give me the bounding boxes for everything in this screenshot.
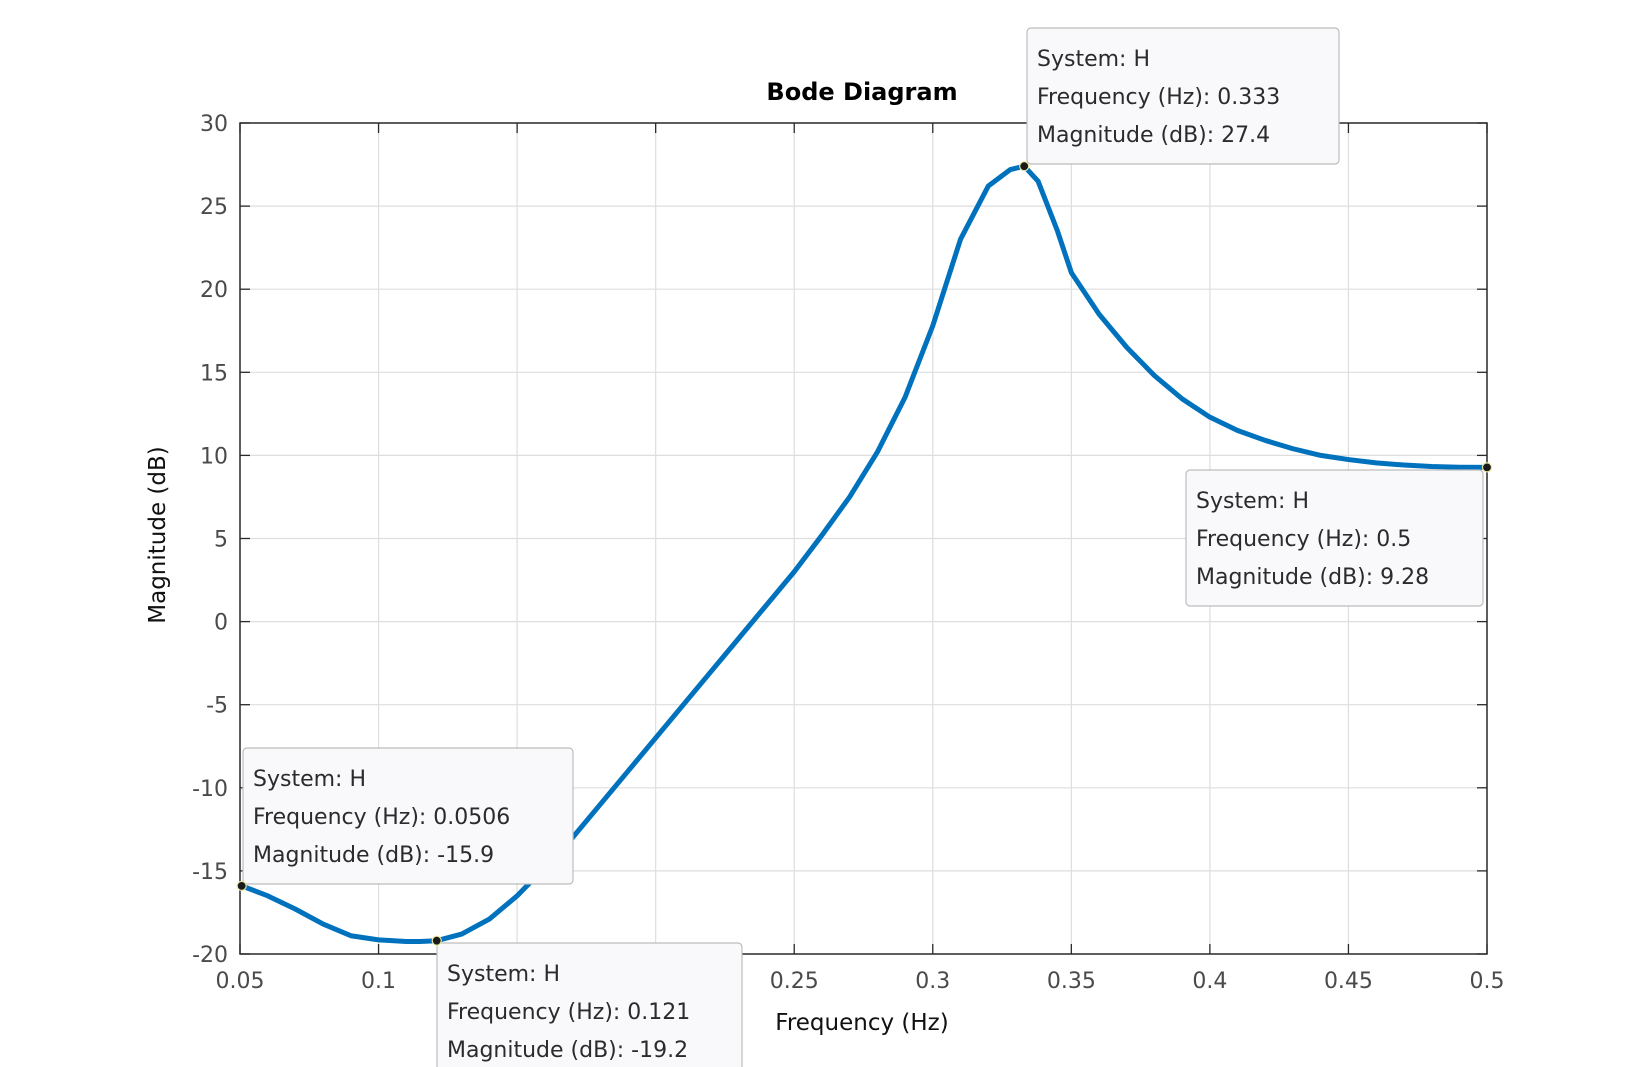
x-tick-label: 0.25 — [770, 969, 819, 994]
datatips: System: H Frequency (Hz): 0.0506 Magnitude… — [236, 27, 1493, 1067]
datatip-marker[interactable] — [1019, 161, 1030, 172]
y-tick-label: 10 — [200, 444, 228, 469]
y-tick-label: 5 — [214, 528, 228, 553]
datatip-text: Frequency (Hz): 0.0506 — [253, 805, 510, 830]
chart-title: Bode Diagram — [766, 78, 957, 106]
y-tick-label: 20 — [200, 278, 228, 303]
y-tick-label: -15 — [192, 860, 228, 885]
datatip[interactable]: System: H Frequency (Hz): 0.333 Magnitude … — [1019, 27, 1340, 172]
datatip-text: Magnitude (dB): 9.28 — [1196, 565, 1429, 590]
y-tick-label: -5 — [206, 694, 228, 719]
y-tick-label: 15 — [200, 361, 228, 386]
y-tick-label: 30 — [200, 112, 228, 137]
y-tick-label: -20 — [192, 943, 228, 968]
datatip-text: System: H — [1196, 489, 1309, 514]
datatip-text: System: H — [1037, 47, 1150, 72]
x-tick-label: 0.3 — [915, 969, 950, 994]
datatip-marker[interactable] — [236, 880, 247, 891]
datatip-text: Frequency (Hz): 0.5 — [1196, 527, 1411, 552]
datatip-marker[interactable] — [1481, 462, 1493, 473]
y-tick-label: 0 — [214, 611, 228, 636]
x-tick-label: 0.1 — [361, 969, 396, 994]
datatip[interactable]: System: H Frequency (Hz): 0.121 Magnitude … — [431, 935, 743, 1067]
datatip-box — [242, 747, 574, 885]
datatip[interactable]: System: H Frequency (Hz): 0.0506 Magnitude… — [236, 747, 574, 891]
datatip-marker[interactable] — [431, 935, 442, 946]
x-axis-label: Frequency (Hz) — [775, 1010, 948, 1036]
datatip[interactable]: System: H Frequency (Hz): 0.5 Magnitude (d… — [1185, 462, 1493, 607]
x-tick-label: 0.4 — [1192, 969, 1227, 994]
datatip-box — [436, 942, 743, 1067]
datatip-box — [1026, 27, 1340, 165]
y-tick-label: -10 — [192, 777, 228, 802]
x-tick-label: 0.45 — [1324, 969, 1373, 994]
datatip-box — [1185, 469, 1484, 607]
datatip-text: System: H — [253, 767, 366, 792]
datatip-text: Frequency (Hz): 0.121 — [447, 1000, 690, 1025]
datatip-text: Frequency (Hz): 0.333 — [1037, 85, 1280, 110]
datatip-text: Magnitude (dB): -15.9 — [253, 843, 494, 868]
y-axis-label: Magnitude (dB) — [145, 446, 171, 624]
x-tick-label: 0.05 — [216, 969, 265, 994]
x-tick-label: 0.35 — [1047, 969, 1096, 994]
datatip-text: Magnitude (dB): -19.2 — [447, 1038, 688, 1063]
x-tick-label: 0.5 — [1470, 969, 1505, 994]
datatip-text: Magnitude (dB): 27.4 — [1037, 123, 1270, 148]
y-tick-label: 25 — [200, 195, 228, 220]
datatip-text: System: H — [447, 962, 560, 987]
